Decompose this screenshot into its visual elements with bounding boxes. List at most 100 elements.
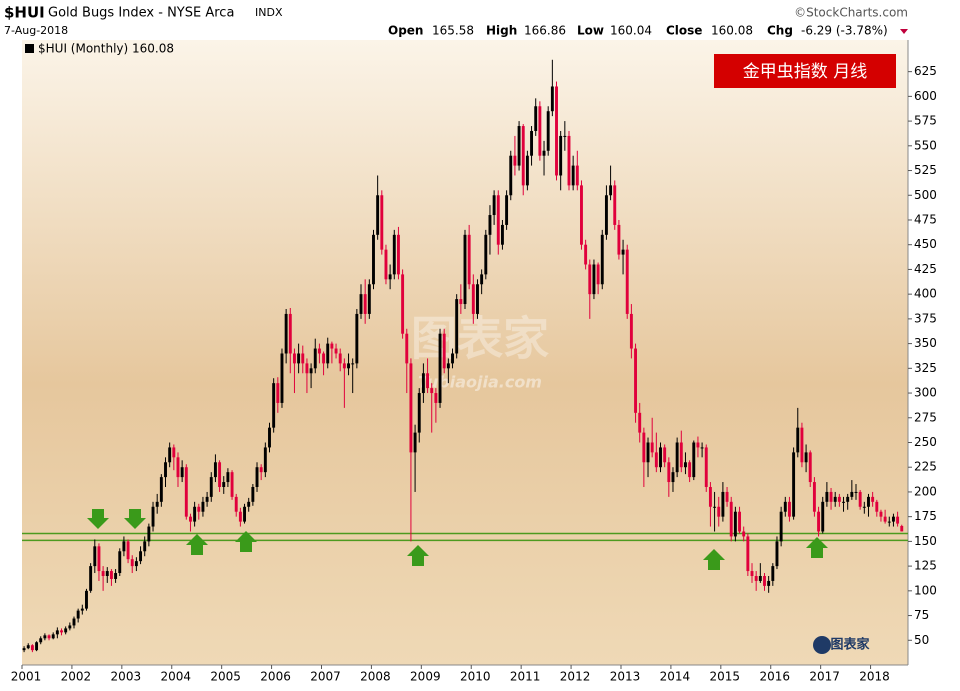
y-tick-label: 300 — [914, 386, 937, 400]
candle-body — [109, 571, 113, 579]
candle-body — [646, 442, 650, 463]
x-tick-label: 2006 — [260, 670, 291, 684]
y-tick-label: 600 — [914, 89, 937, 103]
candle-body — [596, 264, 600, 285]
up-arrow — [235, 531, 257, 552]
candle-body — [376, 195, 380, 235]
logo: 图表家 — [830, 637, 870, 653]
y-tick-label: 350 — [914, 336, 937, 350]
candle-body — [238, 511, 242, 522]
candle-body — [858, 491, 862, 507]
close: 160.08 — [711, 24, 753, 38]
candle-body — [509, 155, 513, 196]
x-tick-label: 2018 — [859, 670, 890, 684]
candle-body — [247, 501, 251, 507]
candle-body — [600, 234, 604, 285]
candle-body — [467, 234, 471, 285]
candle-body — [534, 106, 538, 131]
candle-body — [263, 447, 267, 473]
candle-body — [505, 195, 509, 225]
candle-body — [89, 566, 93, 591]
candle-body — [189, 516, 192, 522]
candle-body — [559, 135, 563, 176]
candle-body — [580, 185, 583, 245]
candle-body — [500, 224, 504, 245]
candle-body — [101, 571, 105, 576]
y-tick-label: 75 — [914, 608, 929, 622]
symbol: $HUI — [4, 4, 45, 22]
candle-body — [625, 249, 629, 314]
candle-body — [837, 496, 841, 502]
candle-body — [621, 249, 625, 255]
candle-body — [193, 506, 197, 522]
candle-body — [155, 501, 159, 507]
candle-body — [230, 472, 234, 497]
candle-body — [451, 353, 454, 364]
candle-body — [654, 452, 658, 468]
candle-body — [147, 526, 151, 542]
candle-body — [367, 284, 371, 314]
candle-body — [563, 135, 567, 137]
candle-body — [513, 155, 517, 166]
candle-body — [30, 645, 34, 651]
candle-body — [800, 427, 804, 463]
x-tick-label: 2009 — [410, 670, 441, 684]
candle-body — [779, 511, 783, 542]
candle-body — [775, 541, 779, 567]
candle-body — [675, 442, 679, 473]
candle-body — [413, 432, 417, 453]
y-tick-label: 200 — [914, 484, 937, 498]
candle-body — [771, 566, 775, 581]
banner-bg — [714, 54, 896, 88]
y-tick-label: 375 — [914, 311, 937, 325]
candle-body — [708, 486, 712, 507]
candle-body — [746, 536, 750, 572]
arrows — [87, 509, 828, 570]
candle-body — [334, 348, 338, 354]
candle-body — [476, 284, 479, 314]
candle-body — [609, 185, 613, 196]
x-tick-label: 2007 — [310, 670, 341, 684]
high: 166.86 — [524, 24, 566, 38]
candle-body — [850, 491, 854, 497]
candle-body — [717, 506, 721, 517]
high-label: High — [486, 24, 517, 38]
up-arrow — [186, 534, 208, 555]
candle-body — [496, 195, 500, 245]
candle-body — [384, 249, 388, 280]
y-tick-label: 475 — [914, 212, 937, 226]
y-tick-label: 625 — [914, 64, 937, 78]
candle-body — [234, 496, 238, 512]
watermark-url: Tubiaojia.com — [418, 373, 542, 392]
y-tick-label: 100 — [914, 583, 937, 597]
candle-body — [854, 491, 858, 493]
candle-body — [359, 294, 363, 314]
candle-body — [372, 234, 375, 285]
candle-body — [584, 244, 588, 265]
candle-body — [571, 165, 575, 186]
candle-body — [729, 501, 733, 537]
candle-body — [322, 353, 326, 364]
x-tick-label: 2003 — [111, 670, 142, 684]
low-label: Low — [577, 24, 604, 38]
watermark: 图表家 — [411, 312, 549, 366]
y-tick-label: 250 — [914, 435, 937, 449]
legend: $HUI (Monthly) 160.08 — [38, 42, 174, 56]
candle-body — [93, 546, 97, 567]
candle-body — [388, 274, 392, 280]
candle-body — [588, 264, 592, 295]
candle-body — [684, 462, 687, 468]
candle-body — [492, 195, 496, 216]
candle-body — [642, 432, 646, 463]
x-tick-label: 2011 — [510, 670, 541, 684]
up-arrow — [806, 537, 828, 558]
candle-body — [134, 561, 138, 567]
candle-body — [896, 516, 900, 524]
y-tick-label: 50 — [914, 633, 929, 647]
chg-arrow — [900, 29, 908, 34]
candle-body — [530, 130, 534, 156]
y-tick-label: 525 — [914, 163, 937, 177]
y-tick-label: 425 — [914, 262, 937, 276]
candle-body — [26, 645, 30, 649]
candle-body — [696, 442, 700, 448]
